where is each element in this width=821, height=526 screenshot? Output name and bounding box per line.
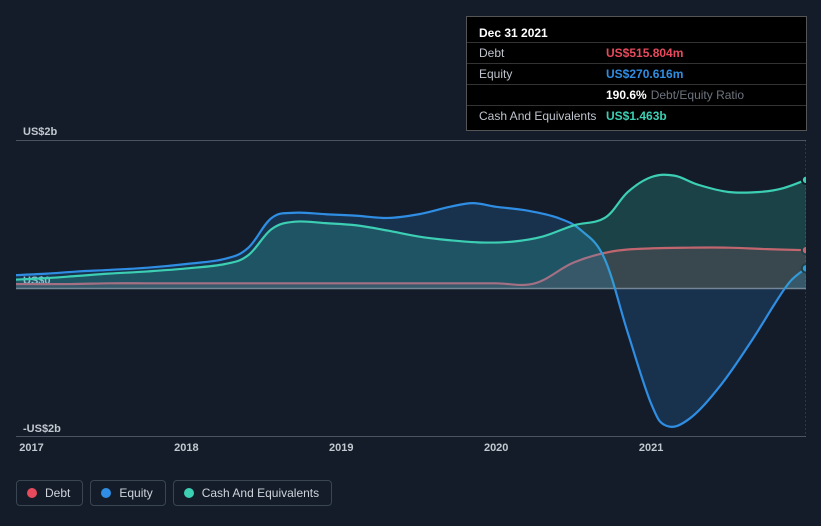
tooltip-row-extra: Debt/Equity Ratio [651,88,744,102]
x-axis-label: 2019 [329,442,353,454]
data-tooltip: Dec 31 2021 DebtUS$515.804mEquityUS$270.… [466,16,807,131]
legend-label: Debt [45,486,70,500]
x-axis-label: 2018 [174,442,198,454]
legend-swatch [101,488,111,498]
legend-swatch [184,488,194,498]
tooltip-row: DebtUS$515.804m [467,42,806,63]
x-axis-label: 2020 [484,442,508,454]
tooltip-row-value: US$515.804m [606,46,683,60]
legend: Debt Equity Cash And Equivalents [16,480,332,506]
tooltip-row-label: Debt [479,46,606,60]
x-axis-label: 2017 [19,442,43,454]
plot-area[interactable] [16,140,806,437]
y-axis-label: US$2b [23,126,57,138]
legend-item[interactable]: Equity [90,480,165,506]
tooltip-row-label: Equity [479,67,606,81]
tooltip-row-value: US$270.616m [606,67,683,81]
tooltip-row: EquityUS$270.616m [467,63,806,84]
legend-label: Cash And Equivalents [202,486,319,500]
x-axis-labels: 2017 2018 2019 2020 2021 [16,442,806,462]
legend-item[interactable]: Cash And Equivalents [173,480,332,506]
financials-area-chart: US$2bUS$0-US$2b 20172018201920202021 [0,120,821,460]
legend-label: Equity [119,486,152,500]
tooltip-date: Dec 31 2021 [467,21,806,42]
x-axis-label: 2021 [639,442,663,454]
legend-item[interactable]: Debt [16,480,83,506]
legend-swatch [27,488,37,498]
tooltip-row: 190.6% Debt/Equity Ratio [467,84,806,105]
tooltip-row-value: 190.6% [606,88,647,102]
